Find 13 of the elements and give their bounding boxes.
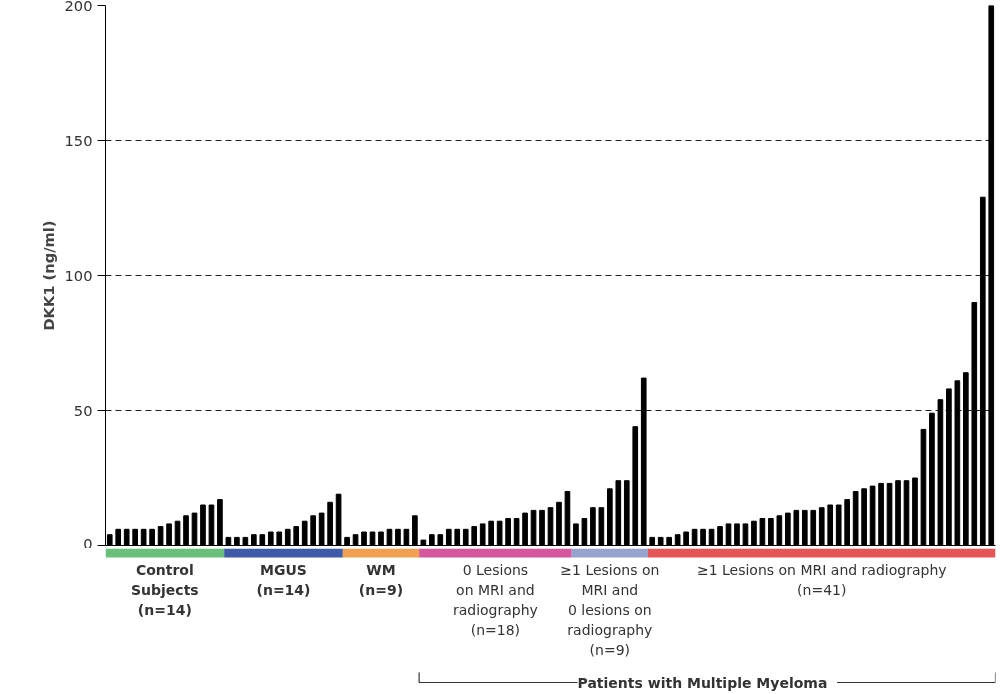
y-tick-label: 150 <box>64 131 93 149</box>
text: WM (n=9) <box>358 561 404 598</box>
text: Patients with Multiple Myeloma <box>577 674 828 691</box>
y-axis-title: DKK1 (ng/ml) <box>39 220 57 331</box>
y-tick-label: 200 <box>64 0 93 14</box>
y-tick-label: 100 <box>64 266 93 284</box>
text: ≥1 Lesions on MRI and radiography (n=41) <box>696 561 947 598</box>
y-tick-label: 0 <box>83 534 93 552</box>
text: ≥1 Lesions on MRI and 0 lesions on radiography (n=9) <box>560 561 660 658</box>
text: Control Subjects (n=14) <box>130 561 199 618</box>
text: 0 Lesions on MRI and radiography (n=18) <box>452 561 538 638</box>
y-tick-label: 50 <box>73 401 93 419</box>
text: MGUS (n=14) <box>256 561 311 598</box>
